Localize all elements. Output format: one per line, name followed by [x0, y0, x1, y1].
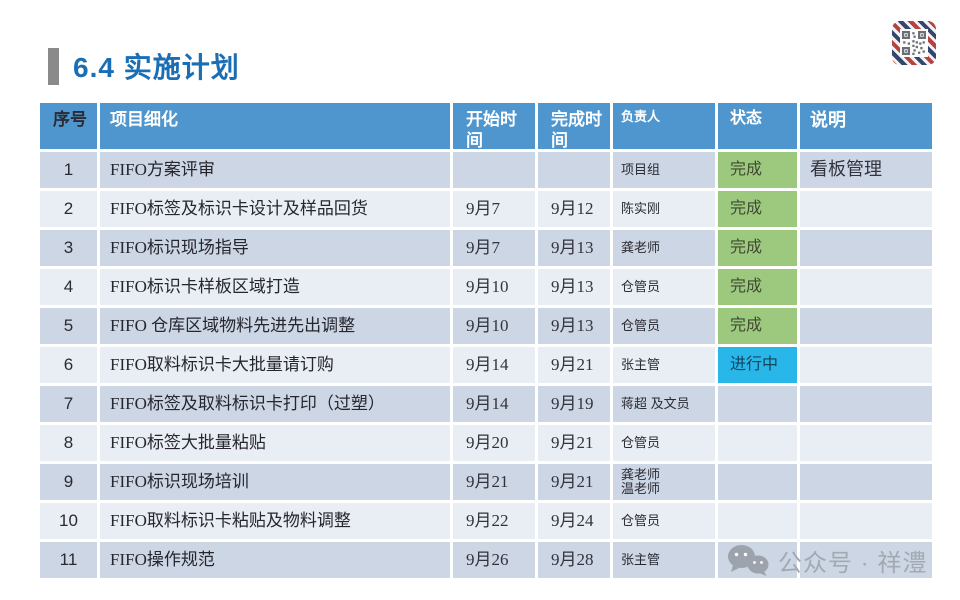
watermark-text: 公众号 · 祥澧	[778, 549, 928, 577]
cell-note	[800, 542, 932, 578]
cell-note	[800, 425, 932, 461]
qr-code-pattern	[900, 29, 928, 57]
cell-note	[800, 308, 932, 344]
cell-no: 3	[40, 230, 97, 266]
column-header-task: 项目细化	[100, 103, 450, 149]
cell-owner: 仓管员	[613, 425, 715, 461]
title-accent-bar	[48, 47, 59, 85]
cell-note: 看板管理	[800, 152, 932, 188]
cell-task: FIFO标签及标识卡设计及样品回货	[100, 191, 450, 227]
column-header-end: 完成时间	[538, 103, 610, 149]
column-header-start: 开始时间	[453, 103, 535, 149]
cell-no: 9	[40, 464, 97, 500]
cell-start: 9月10	[453, 269, 535, 305]
cell-task: FIFO取料标识卡大批量请订购	[100, 347, 450, 383]
cell-end: 9月13	[538, 230, 610, 266]
page-title: 6.4 实施计划	[73, 52, 240, 83]
cell-end: 9月19	[538, 386, 610, 422]
cell-owner: 项目组	[613, 152, 715, 188]
column-header-status: 状态	[718, 103, 797, 149]
cell-status: 完成	[718, 152, 797, 188]
cell-end: 9月24	[538, 503, 610, 539]
cell-note	[800, 386, 932, 422]
cell-no: 7	[40, 386, 97, 422]
cell-status: 完成	[718, 230, 797, 266]
cell-end: 9月12	[538, 191, 610, 227]
cell-task: FIFO方案评审	[100, 152, 450, 188]
cell-task: FIFO取料标识卡粘贴及物料调整	[100, 503, 450, 539]
cell-owner: 蒋超 及文员	[613, 386, 715, 422]
cell-no: 11	[40, 542, 97, 578]
cell-task: FIFO 仓库区域物料先进先出调整	[100, 308, 450, 344]
cell-owner: 仓管员	[613, 503, 715, 539]
qr-code-icon	[892, 21, 936, 65]
cell-no: 5	[40, 308, 97, 344]
cell-status	[718, 425, 797, 461]
cell-owner: 仓管员	[613, 308, 715, 344]
cell-end: 9月21	[538, 347, 610, 383]
cell-task: FIFO标识现场培训	[100, 464, 450, 500]
plan-table: 序号 项目细化 开始时间 完成时间 负责人 状态 说明 1 FIFO方案评审 项目组 完成 看板管理 2…	[40, 103, 932, 578]
cell-task: FIFO标签大批量粘贴	[100, 425, 450, 461]
cell-owner: 张主管	[613, 347, 715, 383]
slide-title-block: 6.4 实施计划	[48, 46, 240, 86]
cell-task: FIFO标识现场指导	[100, 230, 450, 266]
cell-status	[718, 464, 797, 500]
cell-owner: 陈实刚	[613, 191, 715, 227]
cell-status: 完成	[718, 269, 797, 305]
cell-note	[800, 269, 932, 305]
cell-task: FIFO操作规范	[100, 542, 450, 578]
cell-start: 9月21	[453, 464, 535, 500]
cell-start: 9月14	[453, 347, 535, 383]
cell-no: 8	[40, 425, 97, 461]
cell-end: 9月13	[538, 308, 610, 344]
cell-end	[538, 152, 610, 188]
cell-end: 9月13	[538, 269, 610, 305]
cell-no: 2	[40, 191, 97, 227]
cell-no: 10	[40, 503, 97, 539]
cell-owner: 仓管员	[613, 269, 715, 305]
cell-start: 9月7	[453, 191, 535, 227]
cell-start: 9月22	[453, 503, 535, 539]
cell-end: 9月28	[538, 542, 610, 578]
cell-start: 9月7	[453, 230, 535, 266]
cell-owner: 张主管	[613, 542, 715, 578]
cell-task: FIFO标签及取料标识卡打印（过塑）	[100, 386, 450, 422]
watermark: 公众号 · 祥澧	[727, 542, 927, 578]
cell-start: 9月26	[453, 542, 535, 578]
cell-status: 完成	[718, 308, 797, 344]
cell-task: FIFO标识卡样板区域打造	[100, 269, 450, 305]
wechat-icon	[728, 545, 769, 576]
column-header-owner: 负责人	[613, 103, 715, 149]
cell-no: 4	[40, 269, 97, 305]
cell-no: 6	[40, 347, 97, 383]
cell-no: 1	[40, 152, 97, 188]
cell-owner: 龚老师 温老师	[613, 464, 715, 500]
cell-end: 9月21	[538, 425, 610, 461]
cell-start	[453, 152, 535, 188]
cell-status	[718, 386, 797, 422]
cell-note	[800, 191, 932, 227]
column-header-no: 序号	[40, 103, 97, 149]
cell-note	[800, 464, 932, 500]
cell-status: 完成	[718, 191, 797, 227]
cell-start: 9月10	[453, 308, 535, 344]
cell-note	[800, 347, 932, 383]
cell-note	[800, 503, 932, 539]
cell-owner: 龚老师	[613, 230, 715, 266]
cell-status: 进行中	[718, 347, 797, 383]
cell-status	[718, 503, 797, 539]
cell-end: 9月21	[538, 464, 610, 500]
cell-start: 9月14	[453, 386, 535, 422]
cell-note	[800, 230, 932, 266]
cell-start: 9月20	[453, 425, 535, 461]
column-header-note: 说明	[800, 103, 932, 149]
